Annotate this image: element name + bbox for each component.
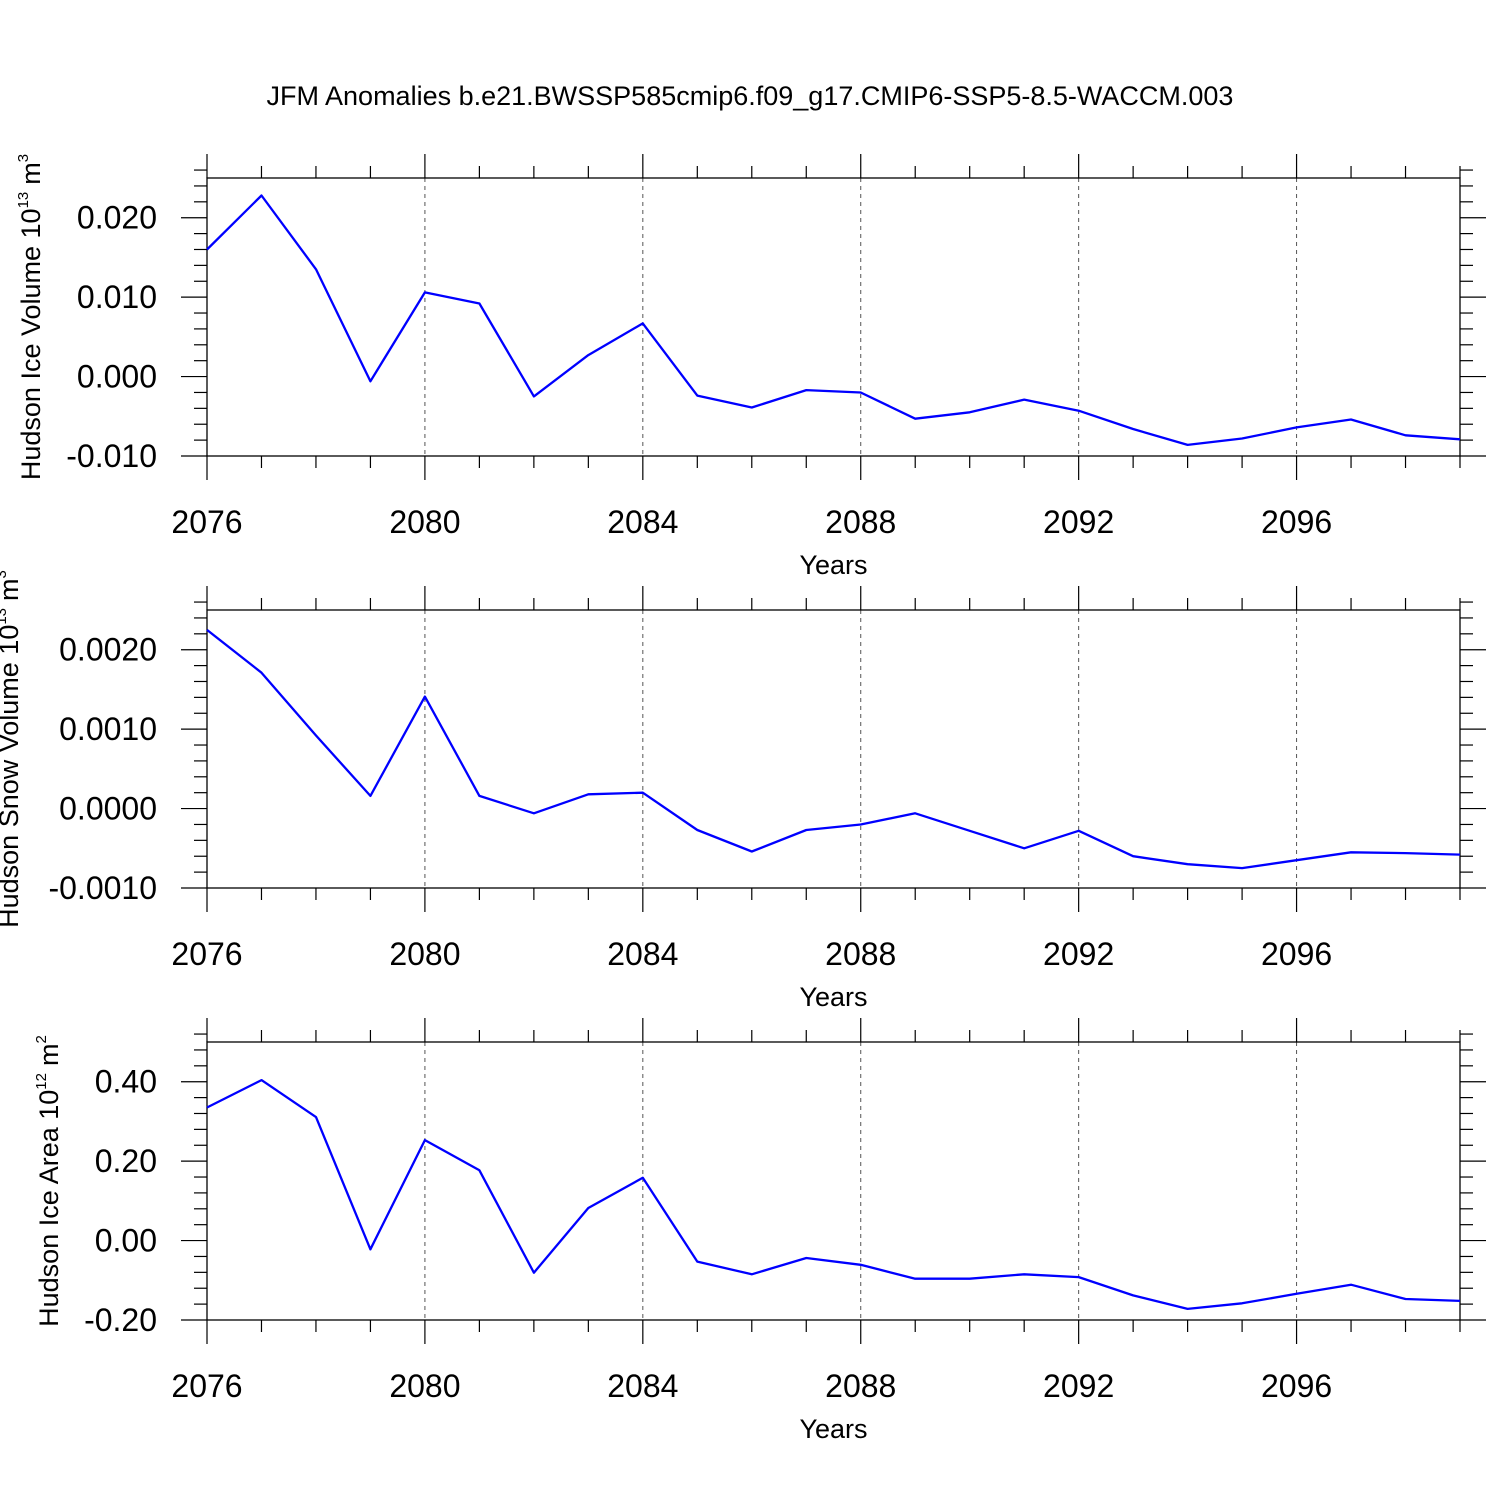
x-axis-label: Years (799, 550, 867, 580)
y-tick-label: -0.010 (66, 438, 157, 474)
y-tick-label: 0.0020 (59, 632, 157, 668)
series-line (206, 194, 1461, 447)
x-axis-label: Years (799, 982, 867, 1012)
series-line (206, 628, 1461, 870)
x-tick-label: 2092 (1043, 504, 1114, 540)
x-tick-label: 2080 (389, 1368, 460, 1404)
x-tick-label: 2084 (607, 1368, 678, 1404)
y-tick-label: 0.000 (77, 359, 157, 395)
y-axis-label-unit: m (16, 162, 46, 185)
x-tick-label: 2076 (171, 504, 242, 540)
y-axis-label-main: Hudson Ice Area 10 (34, 1090, 64, 1327)
y-axis-label-exponent: 12 (33, 1073, 50, 1090)
plot-frame (206, 177, 1461, 457)
y-tick-label: 0.0000 (59, 791, 157, 827)
y-tick-label: 0.40 (95, 1064, 157, 1100)
plot-frame (206, 1041, 1461, 1321)
x-tick-label: 2096 (1261, 936, 1332, 972)
chart-panel-2: 2076 2080 2084 2088 2092 2096 -0.0010 0.0000 0.0… (0, 570, 1486, 1012)
x-tick-label: 2092 (1043, 936, 1114, 972)
y-tick-label: -0.20 (84, 1302, 157, 1338)
y-axis-label: Hudson Snow Volume 1013 m3 (0, 570, 24, 928)
y-axis-label-unit: m (0, 578, 24, 601)
y-axis-label-exponent: 13 (15, 192, 32, 209)
y-axis-label: Hudson Ice Volume 1013 m3 (15, 154, 46, 480)
x-tick-label: 2080 (389, 936, 460, 972)
y-tick-label: 0.0010 (59, 711, 157, 747)
y-axis-label-unit-exponent: 2 (33, 1035, 50, 1043)
y-axis-label-unit-exponent: 3 (15, 154, 32, 162)
x-tick-label: 2092 (1043, 1368, 1114, 1404)
y-axis-label: Hudson Ice Area 1012 m2 (33, 1035, 64, 1327)
x-tick-label: 2080 (389, 504, 460, 540)
x-tick-label: 2088 (825, 936, 896, 972)
x-tick-label: 2076 (171, 1368, 242, 1404)
y-axis-label-unit-exponent: 3 (0, 570, 10, 578)
x-tick-label: 2096 (1261, 504, 1332, 540)
series-line (206, 1078, 1461, 1311)
y-axis-label-main: Hudson Ice Volume 10 (16, 208, 46, 480)
x-axis-label: Years (799, 1414, 867, 1444)
y-axis-label-main: Hudson Snow Volume 10 (0, 625, 24, 928)
chart-panel-3: 2076 2080 2084 2088 2092 2096 -0.20 0.00 0.20 0.4… (33, 1018, 1486, 1444)
y-axis-label-unit: m (34, 1043, 64, 1066)
x-tick-label: 2076 (171, 936, 242, 972)
x-tick-label: 2084 (607, 936, 678, 972)
plot-frame (206, 609, 1461, 889)
chart-title: JFM Anomalies b.e21.BWSSP585cmip6.f09_g1… (267, 81, 1234, 111)
y-tick-label: -0.0010 (48, 870, 157, 906)
y-tick-label: 0.020 (77, 200, 157, 236)
chart-panel-1: 2076 2080 2084 2088 2092 2096 -0.010 0.000 0.010… (15, 154, 1486, 580)
y-tick-label: 0.010 (77, 279, 157, 315)
x-tick-label: 2088 (825, 504, 896, 540)
x-tick-label: 2096 (1261, 1368, 1332, 1404)
y-axis-label-exponent: 13 (0, 608, 10, 625)
y-tick-label: 0.00 (95, 1223, 157, 1259)
y-tick-label: 0.20 (95, 1143, 157, 1179)
x-tick-label: 2084 (607, 504, 678, 540)
x-tick-label: 2088 (825, 1368, 896, 1404)
